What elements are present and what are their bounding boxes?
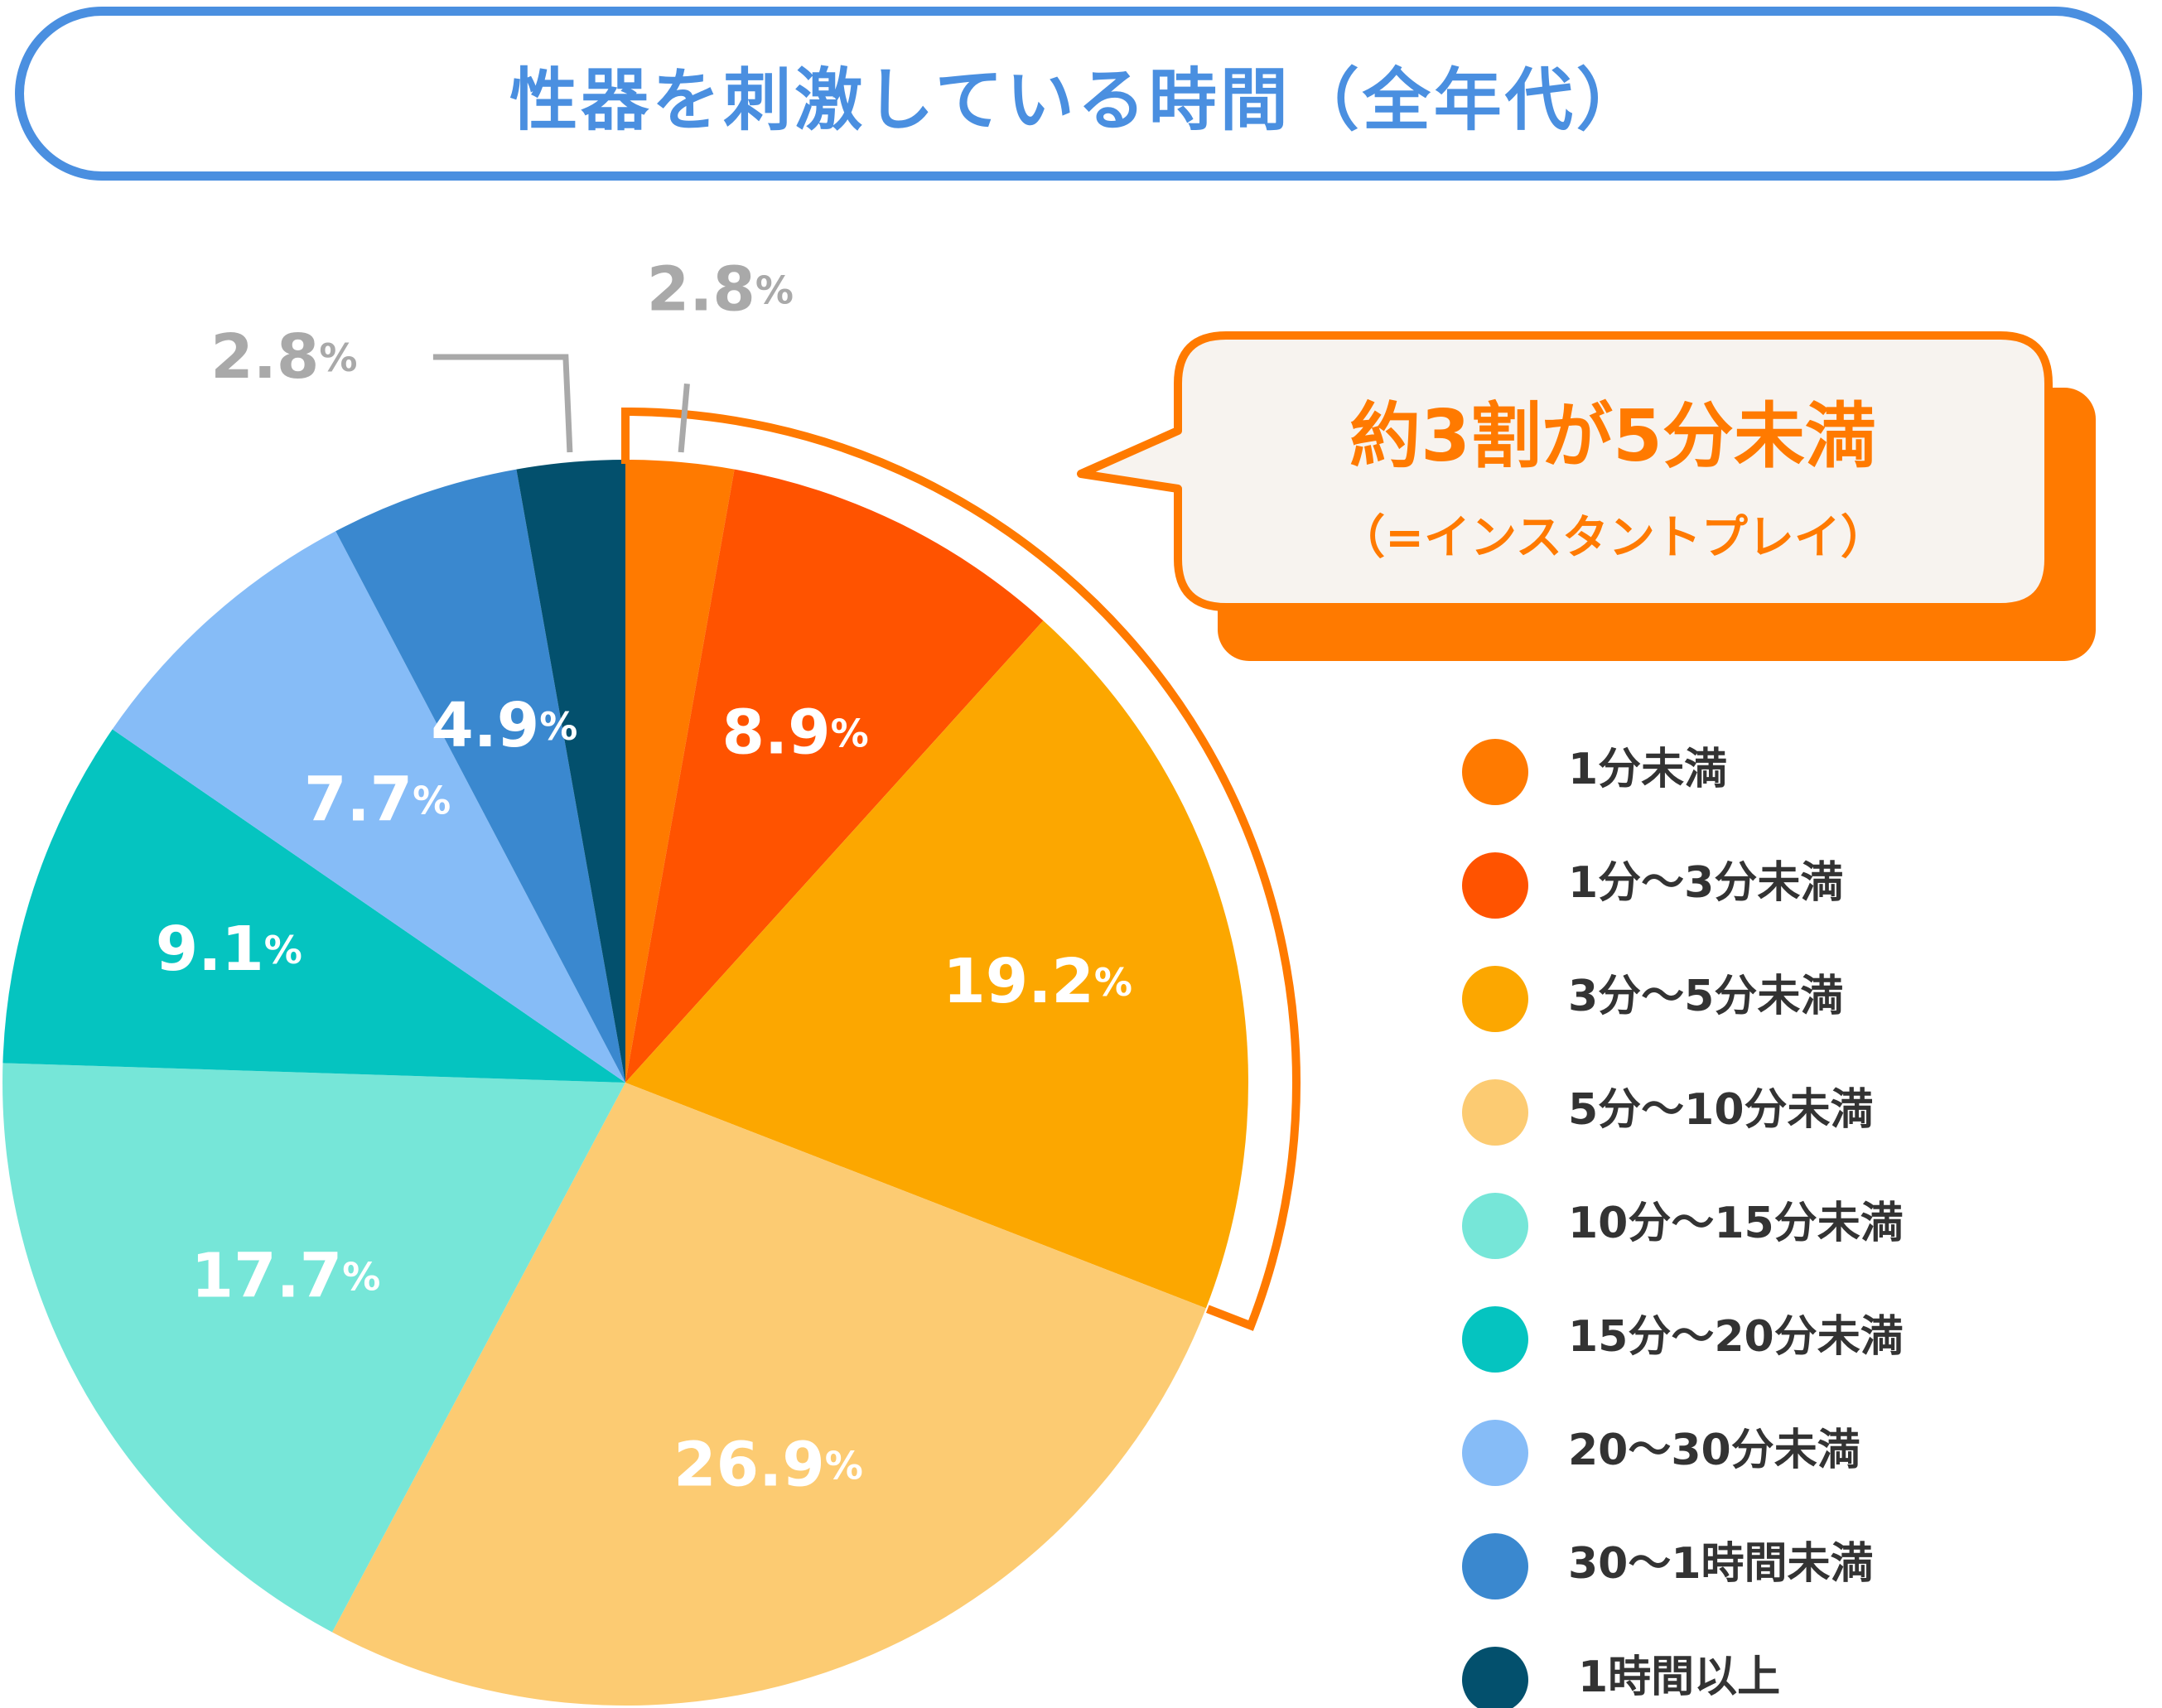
pie-slices: [2, 460, 1248, 1706]
pie-slice-4: [332, 1083, 1206, 1706]
legend-label: 10分〜15分未満: [1568, 1199, 1904, 1248]
legend-label: 20〜30分未満: [1568, 1426, 1860, 1475]
title-banner: 性器を刺激している時間（全年代）: [15, 7, 2142, 181]
legend-item-3: 3分〜5分未満: [1462, 966, 1843, 1032]
legend-label: 5分〜10分未満: [1568, 1085, 1874, 1135]
pie-slice-8: [335, 469, 625, 1083]
chart-title: 性器を刺激している時間（全年代）: [509, 60, 1648, 140]
data-label-2: 8.9%: [722, 697, 869, 768]
legend-label: 1時間以上: [1578, 1653, 1780, 1702]
legend-label: 1分〜3分未満: [1568, 858, 1843, 908]
pie-slice-2: [625, 469, 1044, 1083]
legend-item-1: 1分未満: [1462, 739, 1727, 805]
legend-item-6: 15分〜20分未満: [1462, 1306, 1904, 1373]
leader-line-1: [678, 383, 690, 453]
legend-item-2: 1分〜3分未満: [1462, 852, 1843, 919]
legend-swatch: [1462, 1306, 1528, 1373]
legend-swatch: [1462, 739, 1528, 805]
legend-label: 15分〜20分未満: [1568, 1312, 1904, 1362]
callout-main-text: 約3割が5分未満: [1349, 395, 1876, 478]
legend-swatch: [1462, 852, 1528, 919]
leader-lines: [432, 354, 690, 453]
legend-item-8: 30〜1時間未満: [1462, 1533, 1874, 1599]
highlight-bracket: [621, 407, 1301, 1331]
data-label-9: 2.8%: [210, 321, 357, 393]
pie-slice-5: [2, 1063, 625, 1633]
data-label-7: 7.7%: [304, 764, 451, 835]
data-label-4: 26.9%: [673, 1429, 863, 1500]
pie-slice-9: [516, 460, 625, 1083]
pie-slice-3: [625, 620, 1248, 1309]
data-label-8: 4.9%: [431, 690, 577, 761]
legend-item-4: 5分〜10分未満: [1462, 1079, 1874, 1146]
pie-slice-7: [112, 531, 625, 1083]
legend-label: 30〜1時間未満: [1568, 1539, 1874, 1589]
legend-item-9: 1時間以上: [1462, 1647, 1780, 1708]
highlight-bracket-line: [621, 407, 1301, 1331]
slice-labels: 8.9% 19.2% 26.9% 17.7% 9.1% 7.7%4.9% 2.8% 2.8%: [156, 253, 1132, 1500]
legend-item-7: 20〜30分未満: [1462, 1420, 1860, 1486]
legend-swatch: [1462, 966, 1528, 1032]
data-label-5: 17.7%: [191, 1240, 381, 1311]
data-label-1: 2.8%: [647, 253, 794, 325]
legend-label: 3分〜5分未満: [1568, 972, 1843, 1021]
legend: 1分未満 1分〜3分未満 3分〜5分未満 5分〜10分未満 10分〜15分未満 15分〜2…: [1462, 739, 1904, 1708]
legend-swatch: [1462, 1533, 1528, 1599]
legend-item-5: 10分〜15分未満: [1462, 1193, 1904, 1259]
legend-swatch: [1462, 1647, 1528, 1708]
callout-bubble: 約3割が5分未満 （=インスタントプレイ）: [1077, 331, 2096, 661]
legend-label: 1分未満: [1568, 745, 1727, 794]
pie-slice-6: [2, 729, 625, 1083]
pie-slice-1: [625, 460, 735, 1083]
leader-line-9: [432, 354, 573, 453]
callout-body: [1077, 331, 2053, 611]
data-label-6: 9.1%: [156, 913, 302, 984]
legend-swatch: [1462, 1079, 1528, 1146]
legend-swatch: [1462, 1193, 1528, 1259]
legend-swatch: [1462, 1420, 1528, 1486]
callout-sub-text: （=インスタントプレイ）: [1339, 511, 1887, 565]
data-label-3: 19.2%: [943, 946, 1132, 1017]
